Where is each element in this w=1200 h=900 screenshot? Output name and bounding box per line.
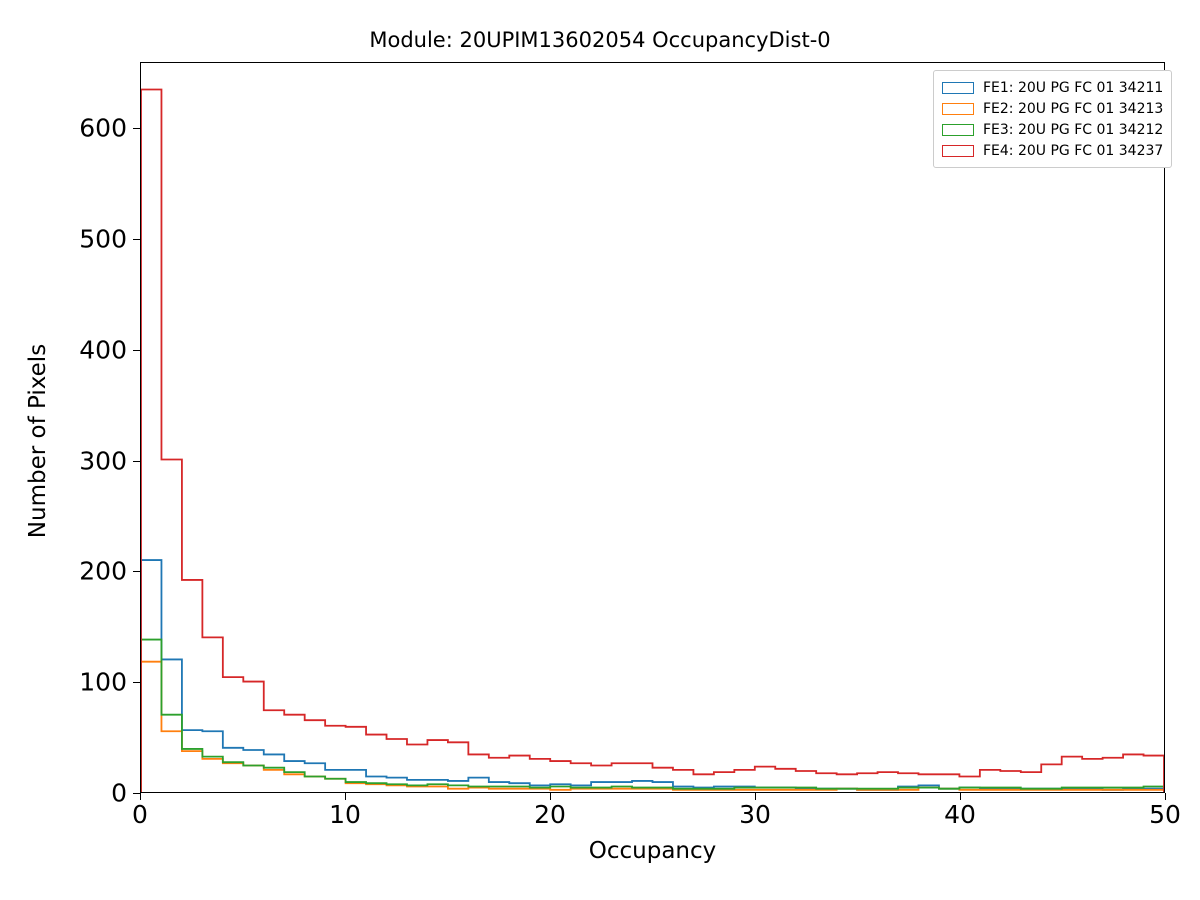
legend-item-fe1[interactable]: FE1: 20U PG FC 01 34211 <box>942 77 1163 98</box>
y-tick-label: 100 <box>79 667 127 697</box>
legend-item-fe2[interactable]: FE2: 20U PG FC 01 34213 <box>942 98 1163 119</box>
y-tick-label: 500 <box>79 224 127 254</box>
x-tick-label: 0 <box>132 800 148 829</box>
y-tick-mark <box>133 349 140 351</box>
y-tick-label: 400 <box>79 335 127 365</box>
histogram-series-4 <box>141 90 1164 792</box>
x-tick-mark <box>550 793 551 800</box>
x-tick-mark <box>1165 793 1166 800</box>
legend-swatch-icon <box>942 144 974 157</box>
x-tick-mark <box>755 793 756 800</box>
histogram-series-3 <box>141 640 1164 792</box>
y-tick-mark <box>133 682 140 684</box>
legend-swatch-icon <box>942 123 974 136</box>
histogram-series-1 <box>141 560 1164 792</box>
y-tick-label: 300 <box>79 446 127 476</box>
x-axis-label: Occupancy <box>588 838 717 864</box>
x-tick-mark <box>345 793 346 800</box>
y-tick-mark <box>133 571 140 573</box>
legend-item-label: FE2: 20U PG FC 01 34213 <box>983 100 1164 117</box>
y-tick-mark <box>133 460 140 462</box>
y-tick-mark <box>133 239 140 241</box>
legend-swatch-icon <box>942 81 974 94</box>
x-tick-label: 20 <box>534 800 566 829</box>
legend-item-label: FE4: 20U PG FC 01 34237 <box>983 142 1164 159</box>
x-tick-label: 10 <box>329 800 361 829</box>
legend-item-label: FE3: 20U PG FC 01 34212 <box>983 121 1164 138</box>
x-tick-mark <box>960 793 961 800</box>
y-tick-label: 600 <box>79 113 127 143</box>
legend-item-fe3[interactable]: FE3: 20U PG FC 01 34212 <box>942 119 1163 140</box>
x-tick-mark <box>140 793 141 800</box>
x-tick-label: 50 <box>1149 800 1181 829</box>
x-tick-label: 30 <box>739 800 771 829</box>
page-title: Module: 20UPIM13602054 OccupancyDist-0 <box>369 28 831 52</box>
histogram-svg <box>141 63 1164 792</box>
legend: FE1: 20U PG FC 01 34211 FE2: 20U PG FC 01… <box>933 70 1173 168</box>
y-axis-label: Number of Pixels <box>25 343 51 539</box>
legend-item-fe4[interactable]: FE4: 20U PG FC 01 34237 <box>942 140 1163 161</box>
y-tick-label: 0 <box>111 778 127 808</box>
x-tick-label: 40 <box>944 800 976 829</box>
legend-item-label: FE1: 20U PG FC 01 34211 <box>983 79 1164 96</box>
legend-swatch-icon <box>942 102 974 115</box>
y-tick-mark <box>133 793 140 794</box>
plot-area <box>140 62 1165 793</box>
y-tick-mark <box>133 128 140 130</box>
y-tick-label: 200 <box>79 556 127 586</box>
